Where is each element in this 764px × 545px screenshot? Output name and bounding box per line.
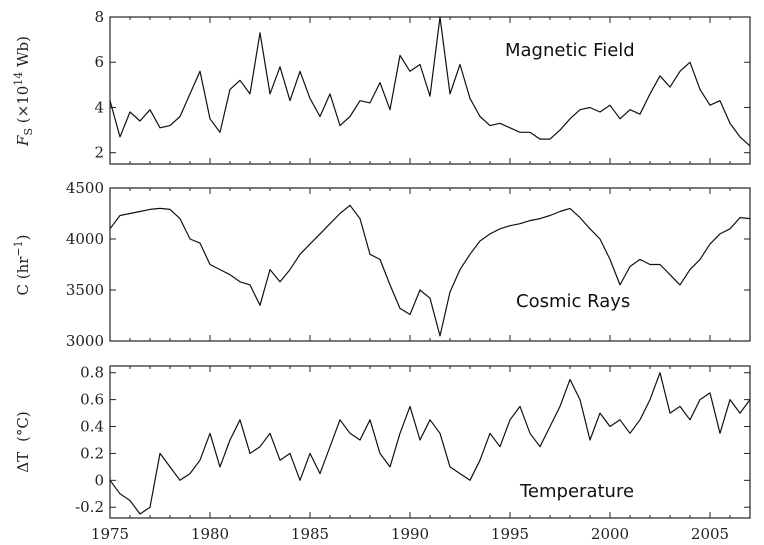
magnetic-field-line — [109, 16, 751, 147]
temperature-ytick-label: 0.6 — [80, 391, 104, 409]
cosmic-annotation: Cosmic Rays — [516, 291, 630, 312]
cosmic-rays-line — [109, 204, 751, 337]
temperature-xtick-label: 2005 — [691, 525, 729, 543]
cosmic-rays-panel: 3000 3500 4000 4500 Cosmic Rays C (hr−1) — [12, 179, 751, 350]
magnetic-annotation: Magnetic Field — [505, 40, 635, 61]
temperature-xtick-label: 1975 — [91, 525, 129, 543]
magnetic-ytick-label: 2 — [94, 144, 104, 162]
temperature-ytick-label: 0.2 — [80, 444, 104, 462]
magnetic-ylabel: FS (×1014 Wb) — [12, 36, 35, 147]
temperature-xtick-label: 1985 — [291, 525, 329, 543]
temperature-ylabel: ΔT(°C) — [14, 411, 32, 473]
magnetic-ytick-label: 4 — [94, 98, 104, 116]
magnetic-ytick-label: 6 — [94, 53, 104, 71]
temperature-ytick-label: 0 — [94, 471, 104, 489]
temperature-annotation: Temperature — [519, 481, 634, 502]
temperature-ytick-label: 0.8 — [80, 364, 104, 382]
magnetic-field-panel: 2 4 6 8 Magnetic Field FS (×1014 Wb) — [12, 8, 751, 165]
temperature-ytick-label: -0.2 — [75, 498, 104, 516]
temperature-xticks: 1975 1980 1985 1990 1995 2000 2005 — [91, 525, 729, 543]
svg-text:ΔT(°C): ΔT(°C) — [14, 411, 32, 473]
temperature-panel: -0.2 0 0.2 0.4 0.6 0.8 1975 1980 1985 1990 1995 20… — [14, 364, 751, 543]
cosmic-yticks: 3000 3500 4000 4500 — [66, 179, 751, 350]
temperature-xtick-label: 2000 — [591, 525, 629, 543]
temperature-xtick-label: 1980 — [191, 525, 229, 543]
cosmic-ylabel: C (hr−1) — [12, 234, 32, 295]
cosmic-ytick-label: 4000 — [66, 230, 104, 248]
svg-text:FS (×1014 Wb): FS (×1014 Wb) — [12, 36, 35, 147]
cosmic-ytick-label: 3500 — [66, 281, 104, 299]
magnetic-ytick-label: 8 — [94, 8, 104, 26]
temperature-line — [109, 372, 751, 515]
svg-text:C (hr−1): C (hr−1) — [12, 234, 32, 295]
temperature-xtick-label: 1990 — [391, 525, 429, 543]
cosmic-ytick-label: 4500 — [66, 179, 104, 197]
temperature-yticks: -0.2 0 0.2 0.4 0.6 0.8 — [75, 364, 751, 518]
temperature-xtick-label: 1995 — [491, 525, 529, 543]
temperature-ytick-label: 0.4 — [80, 418, 104, 436]
magnetic-yticks: 2 4 6 8 — [94, 8, 751, 164]
cosmic-ytick-label: 3000 — [66, 332, 104, 350]
